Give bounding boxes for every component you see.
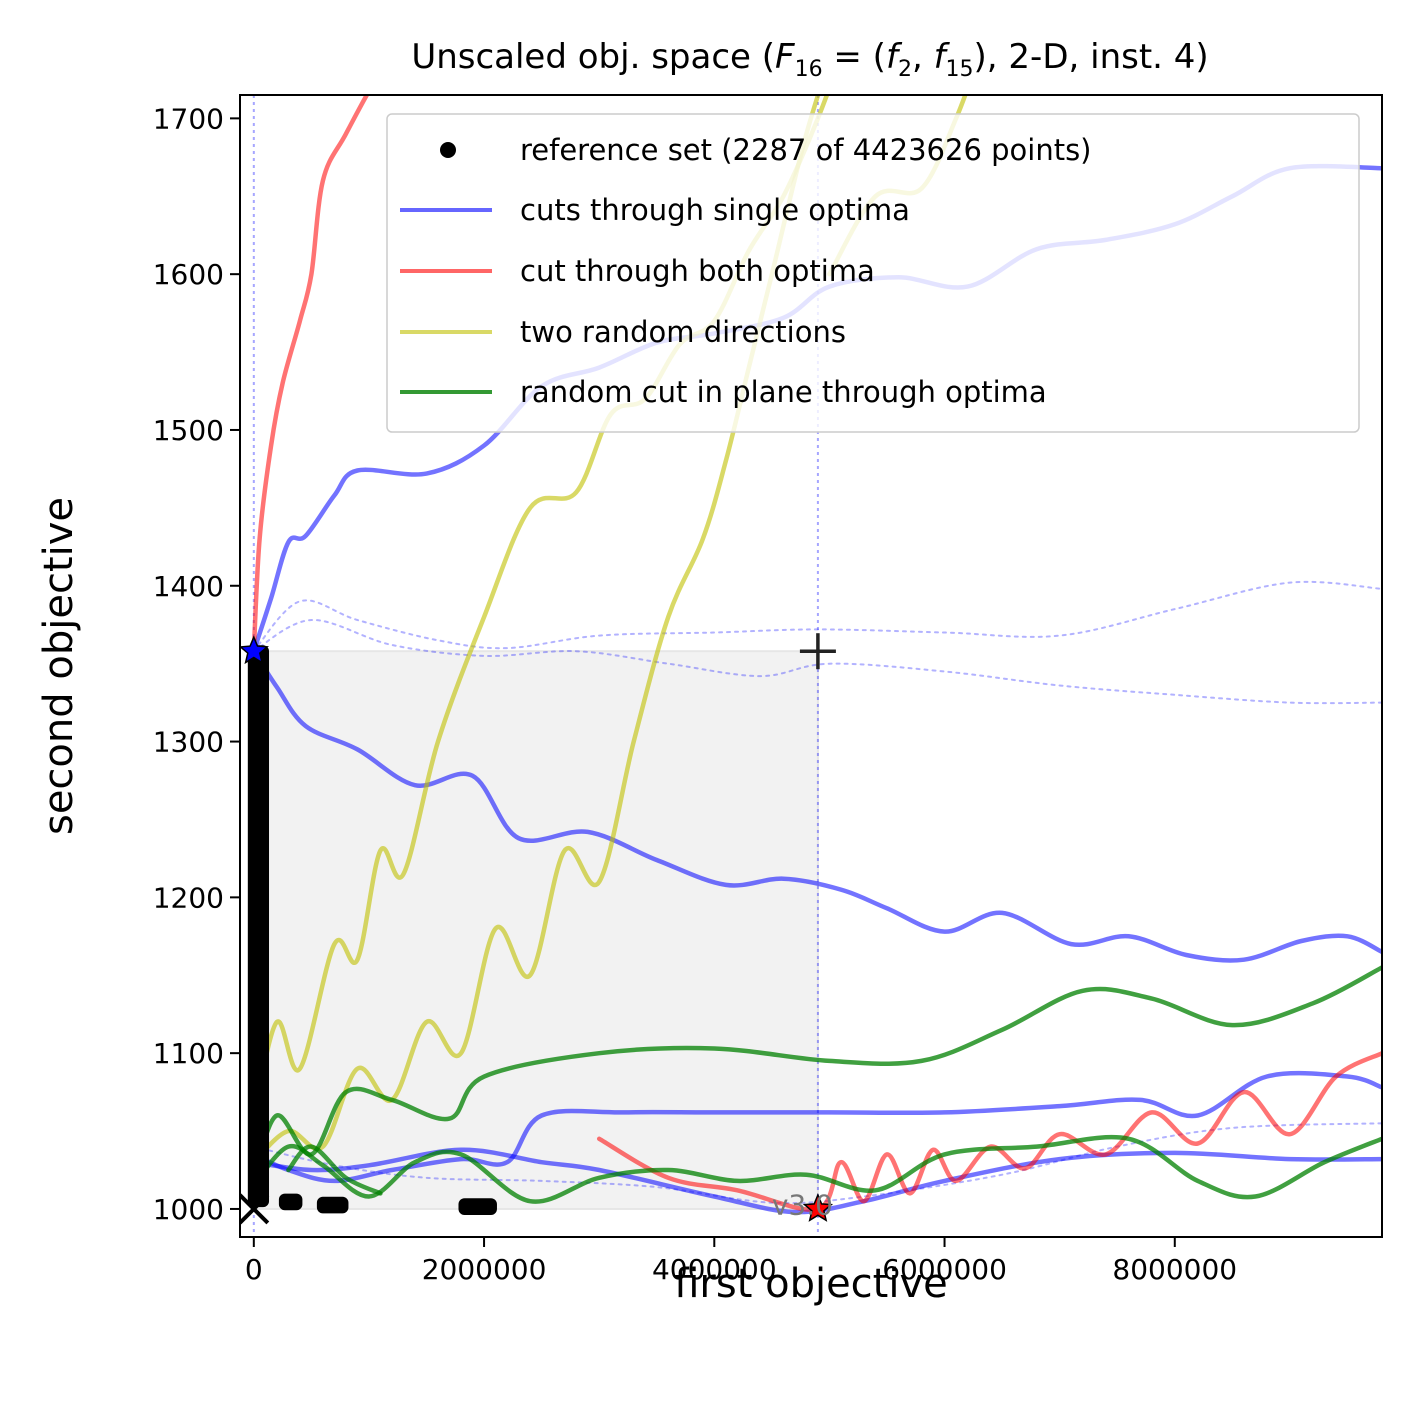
legend-box xyxy=(386,113,1360,433)
series-line-4 xyxy=(252,580,1382,653)
nadir-point-marker xyxy=(799,633,836,670)
y-tick-label: 1300 xyxy=(153,726,224,759)
x-tick-label: 8000000 xyxy=(1112,1253,1237,1286)
x-axis: 0 2000000 4000000 6000000 8000000 xyxy=(245,1237,1237,1286)
legend-label-single-optima: cuts through single optima xyxy=(520,193,910,227)
dominated-region xyxy=(252,650,819,1210)
chart-title: Unscaled obj. space (F16 = (f2, f15), 2-… xyxy=(411,37,1208,82)
legend-label-random-directions: two random directions xyxy=(520,315,846,349)
series-line-12 xyxy=(251,965,1382,1181)
reference-set-cluster xyxy=(247,645,270,1208)
series-line-14 xyxy=(286,1144,383,1196)
x-axis-title: first objective xyxy=(674,1261,948,1307)
legend-label-reference-set: reference set (2287 of 4423626 points) xyxy=(520,133,1092,167)
y-tick-label: 1000 xyxy=(153,1193,224,1226)
series-line-6 xyxy=(252,1122,1382,1205)
reference-set-cluster xyxy=(278,1193,303,1211)
version-annotation: v3.0 xyxy=(772,1188,833,1221)
legend-label-both-optima: cut through both optima xyxy=(520,254,875,288)
y-tick-label: 1400 xyxy=(153,570,224,603)
y-axis: 1000 1100 1200 1300 1400 1500 1600 1700 xyxy=(153,102,240,1226)
ideal-point-marker xyxy=(240,1193,270,1225)
optimum-2-star-icon xyxy=(802,1193,834,1222)
plot-area: v3.0 xyxy=(240,95,1382,1237)
optimum-1-star-icon xyxy=(240,635,269,665)
series-line-7 xyxy=(251,95,370,654)
legend: reference set (2287 of 4423626 points) c… xyxy=(386,113,1360,433)
series-line-0 xyxy=(251,648,1382,963)
y-tick-label: 1500 xyxy=(153,414,224,447)
y-axis-title: second objective xyxy=(36,497,82,835)
x-tick-label: 6000000 xyxy=(882,1253,1007,1286)
x-tick-label: 0 xyxy=(245,1253,263,1286)
x-tick-label: 4000000 xyxy=(652,1253,777,1286)
series-line-3 xyxy=(251,1147,1382,1215)
legend-label-random-cut: random cut in plane through optima xyxy=(520,375,1047,409)
plot-frame xyxy=(239,94,1383,1238)
y-tick-label: 1100 xyxy=(153,1037,224,1070)
y-tick-label: 1200 xyxy=(153,881,224,914)
legend-marker-reference-set xyxy=(440,142,456,158)
y-tick-label: 1600 xyxy=(153,258,224,291)
series-line-5 xyxy=(252,618,1382,705)
reference-set-cluster xyxy=(458,1198,497,1215)
x-tick-label: 2000000 xyxy=(422,1253,547,1286)
reference-set-cluster xyxy=(316,1196,349,1214)
y-tick-label: 1700 xyxy=(153,102,224,135)
series-line-2 xyxy=(251,1070,1382,1184)
